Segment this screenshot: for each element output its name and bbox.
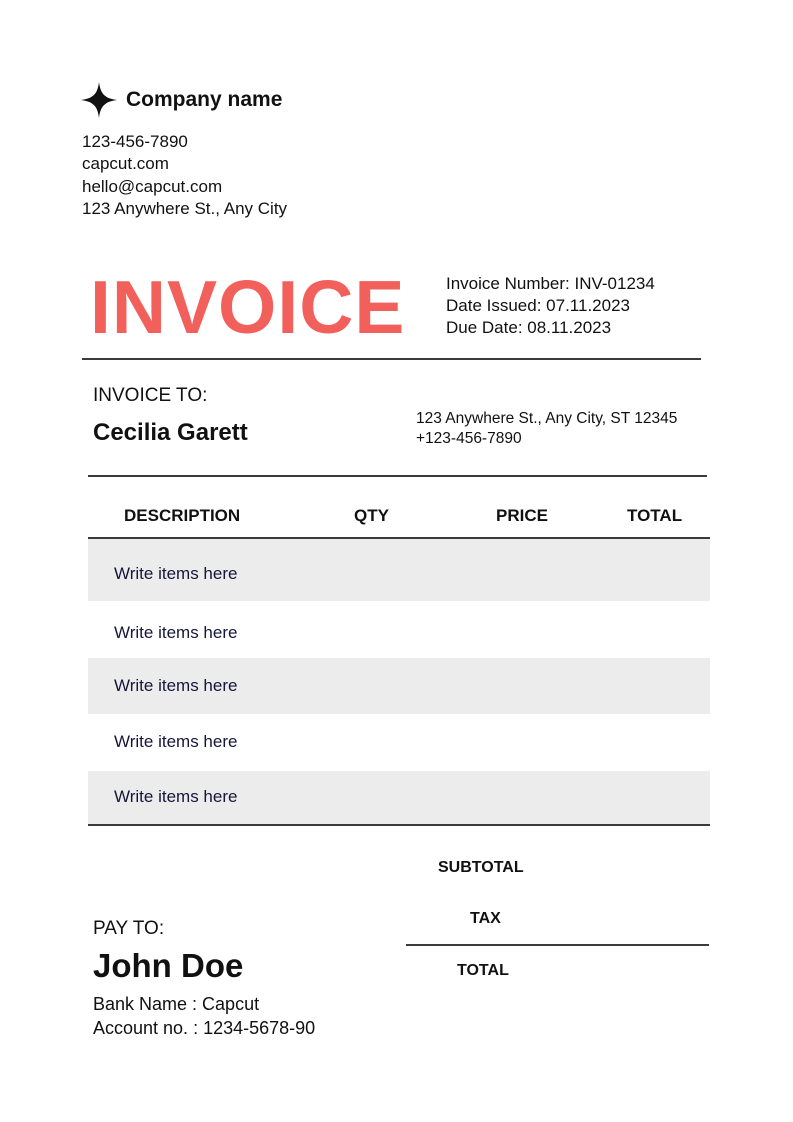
divider <box>82 358 701 360</box>
tax-label: TAX <box>470 910 501 927</box>
company-email: hello@capcut.com <box>82 177 223 196</box>
bank-name: Bank Name : Capcut <box>93 994 260 1014</box>
header-description: DESCRIPTION <box>124 506 241 525</box>
company-name: Company name <box>126 88 283 111</box>
item-description: Write items here <box>114 732 238 751</box>
header-total: TOTAL <box>627 506 683 525</box>
divider <box>88 537 710 539</box>
table-row <box>88 771 710 825</box>
item-description: Write items here <box>114 623 238 642</box>
divider <box>88 824 710 826</box>
total-label: TOTAL <box>457 962 509 979</box>
table-row <box>88 539 710 601</box>
four-point-star-icon <box>81 82 117 118</box>
item-description: Write items here <box>114 564 238 583</box>
company-address: 123 Anywhere St., Any City <box>82 199 288 218</box>
invoice-to-label: INVOICE TO: <box>93 385 208 406</box>
due-date: Due Date: 08.11.2023 <box>446 318 612 337</box>
date-issued: Date Issued: 07.11.2023 <box>446 296 630 315</box>
pay-to-label: PAY TO: <box>93 918 165 939</box>
client-name: Cecilia Garett <box>93 419 248 446</box>
payee-name: John Doe <box>93 947 244 984</box>
header-qty: QTY <box>354 506 389 525</box>
subtotal-label: SUBTOTAL <box>438 859 524 876</box>
divider <box>88 475 707 477</box>
header-price: PRICE <box>496 506 548 525</box>
divider <box>406 944 709 946</box>
invoice-number: Invoice Number: INV-01234 <box>446 274 655 293</box>
item-description: Write items here <box>114 787 238 806</box>
item-description: Write items here <box>114 676 238 695</box>
company-phone: 123-456-7890 <box>82 132 188 151</box>
client-phone: +123-456-7890 <box>416 430 522 447</box>
table-row <box>88 658 710 714</box>
account-number: Account no. : 1234-5678-90 <box>93 1018 316 1038</box>
invoice-title: INVOICE <box>90 265 406 349</box>
client-address: 123 Anywhere St., Any City, ST 12345 <box>416 410 678 427</box>
company-website: capcut.com <box>82 154 169 173</box>
